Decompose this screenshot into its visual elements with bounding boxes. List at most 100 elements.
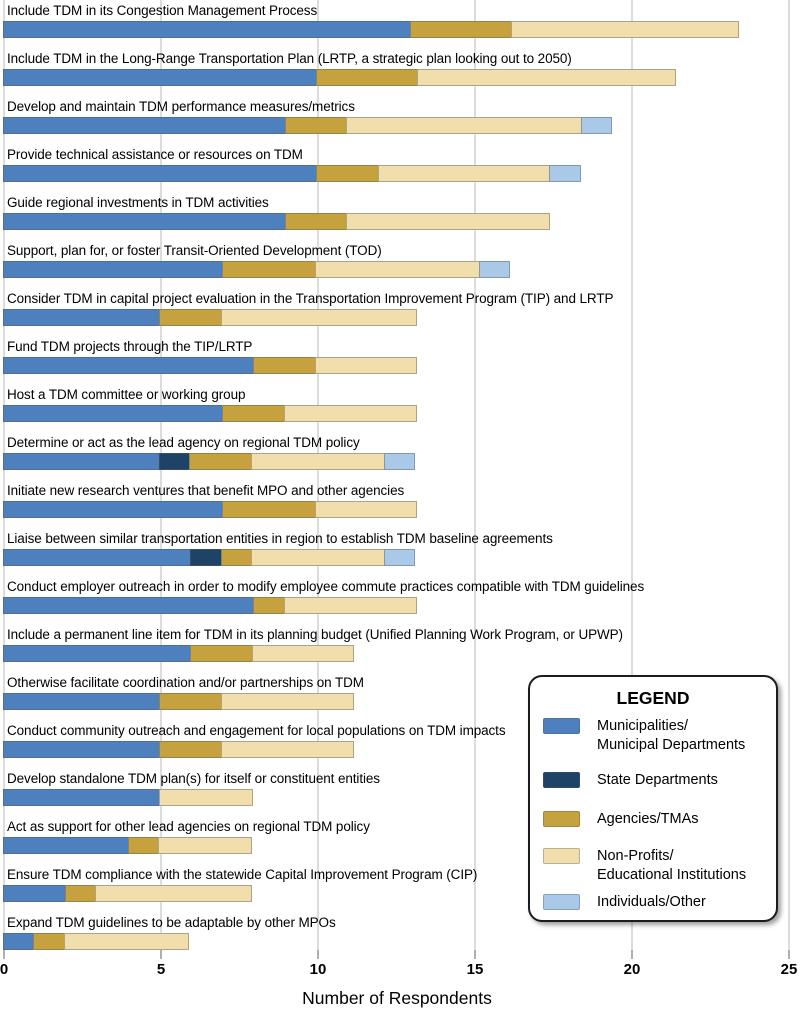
stacked-bar [3, 69, 677, 86]
bar-segment-municipalities-municipal-departments [3, 549, 192, 566]
stacked-bar [3, 165, 581, 182]
stacked-bar [3, 693, 355, 710]
legend-label: Non-Profits/Educational Institutions [597, 848, 747, 883]
category-label: Guide regional investments in TDM activi… [7, 195, 269, 210]
gridline-15 [474, 0, 476, 950]
bar-segment-state-departments [190, 549, 222, 566]
stacked-bar [3, 309, 418, 326]
bar-segment-agencies-tmas [253, 597, 285, 614]
bar-segment-non-profits-educational-institutions [417, 69, 677, 86]
stacked-bar [3, 357, 418, 374]
category-label: Support, plan for, or foster Transit-Ori… [7, 243, 382, 258]
legend-item-non-profits-educational-institutions: Non-Profits/Educational Institutions [530, 847, 776, 887]
bar-segment-municipalities-municipal-departments [3, 453, 160, 470]
category-label: Include a permanent line item for TDM in… [7, 627, 623, 642]
category-label: Provide technical assistance or resource… [7, 147, 303, 162]
bar-segment-individuals-other [383, 453, 416, 470]
bar-segment-non-profits-educational-institutions [251, 453, 385, 470]
bar-segment-municipalities-municipal-departments [3, 597, 255, 614]
bar-segment-agencies-tmas [127, 837, 159, 854]
stacked-bar [3, 453, 416, 470]
bar-segment-individuals-other [383, 549, 415, 566]
bar-segment-agencies-tmas [316, 165, 379, 182]
x-axis-tick-label: 10 [309, 961, 327, 978]
bar-segment-agencies-tmas [284, 117, 348, 134]
legend-item-municipalities-municipal-departments: Municipalities/Municipal Departments [530, 717, 776, 757]
bar-segment-non-profits-educational-institutions [220, 693, 355, 710]
category-label: Liaise between similar transportation en… [7, 531, 553, 546]
stacked-bar [3, 261, 511, 278]
bar-segment-state-departments [159, 453, 191, 470]
x-axis-tick [474, 950, 476, 959]
x-axis-tick-label: 15 [466, 961, 484, 978]
bar-segment-non-profits-educational-institutions [220, 741, 355, 758]
legend-label: Agencies/TMAs [597, 811, 699, 827]
bar-group: Determine or act as the lead agency on r… [0, 434, 800, 482]
x-axis-tick [631, 950, 633, 959]
bar-group: Initiate new research ventures that bene… [0, 482, 800, 530]
x-axis-tick [317, 950, 319, 959]
bar-group: Conduct employer outreach in order to mo… [0, 578, 800, 626]
bar-segment-municipalities-municipal-departments [3, 309, 160, 326]
category-label: Ensure TDM compliance with the statewide… [7, 867, 478, 882]
bar-group: Otherwise facilitate coordination and/or… [0, 674, 800, 722]
bar-segment-individuals-other [549, 165, 581, 182]
gridline-25 [788, 0, 790, 950]
bar-segment-agencies-tmas [159, 693, 222, 710]
legend-swatch-state-departments [543, 772, 580, 788]
legend-item-agencies-tmas: Agencies/TMAs [530, 810, 776, 831]
bar-segment-non-profits-educational-institutions [159, 789, 254, 806]
bar-segment-agencies-tmas [159, 741, 222, 758]
category-label: Develop and maintain TDM performance mea… [7, 99, 355, 114]
bar-segment-agencies-tmas [253, 357, 316, 374]
stacked-bar [3, 933, 190, 950]
stacked-bar [3, 789, 254, 806]
stacked-bar [3, 549, 415, 566]
bar-segment-individuals-other [580, 117, 613, 134]
bar-group: Include a permanent line item for TDM in… [0, 626, 800, 674]
bar-group: Expand TDM guidelines to be adaptable by… [0, 914, 800, 962]
bar-segment-agencies-tmas [410, 21, 513, 38]
bar-group: Fund TDM projects through the TIP/LRTP [0, 338, 800, 386]
bar-segment-agencies-tmas [220, 549, 253, 566]
bar-group: Develop and maintain TDM performance mea… [0, 98, 800, 146]
x-axis-tick-label: 25 [780, 961, 798, 978]
legend-item-individuals-other: Individuals/Other [530, 893, 776, 914]
bar-segment-municipalities-municipal-departments [3, 933, 35, 950]
category-label: Otherwise facilitate coordination and/or… [7, 675, 364, 690]
legend-box: LEGEND Municipalities/Municipal Departme… [528, 675, 778, 922]
bar-group: Include TDM in its Congestion Management… [0, 2, 800, 50]
bar-segment-non-profits-educational-institutions [251, 549, 385, 566]
bar-segment-non-profits-educational-institutions [283, 405, 418, 422]
x-axis-tick [160, 950, 162, 959]
stacked-bar [3, 837, 253, 854]
bar-segment-municipalities-municipal-departments [3, 261, 223, 278]
bar-segment-non-profits-educational-institutions [157, 837, 253, 854]
bar-segment-municipalities-municipal-departments [3, 837, 129, 854]
bar-segment-municipalities-municipal-departments [3, 789, 160, 806]
category-label: Host a TDM committee or working group [7, 387, 246, 402]
bar-group: Consider TDM in capital project evaluati… [0, 290, 800, 338]
category-label: Initiate new research ventures that bene… [7, 483, 405, 498]
bar-segment-agencies-tmas [284, 213, 348, 230]
bar-group: Guide regional investments in TDM activi… [0, 194, 800, 242]
x-axis-tick-label: 20 [623, 961, 641, 978]
legend-label: State Departments [597, 772, 718, 788]
stacked-bar [3, 645, 355, 662]
bar-segment-non-profits-educational-institutions [346, 213, 551, 230]
category-label: Fund TDM projects through the TIP/LRTP [7, 339, 253, 354]
bar-segment-municipalities-municipal-departments [3, 69, 317, 86]
bar-group: Develop standalone TDM plan(s) for itsel… [0, 770, 800, 818]
bar-segment-municipalities-municipal-departments [3, 21, 412, 38]
stacked-bar [3, 741, 355, 758]
bar-segment-non-profits-educational-institutions [63, 933, 190, 950]
bar-segment-non-profits-educational-institutions [283, 597, 418, 614]
gridline-5 [160, 0, 162, 950]
legend-swatch-non-profits-educational-institutions [543, 848, 580, 864]
bar-segment-non-profits-educational-institutions [252, 645, 355, 662]
stacked-bar [3, 21, 739, 38]
bar-segment-municipalities-municipal-departments [3, 885, 66, 902]
bar-segment-non-profits-educational-institutions [220, 309, 418, 326]
category-label: Consider TDM in capital project evaluati… [7, 291, 614, 306]
